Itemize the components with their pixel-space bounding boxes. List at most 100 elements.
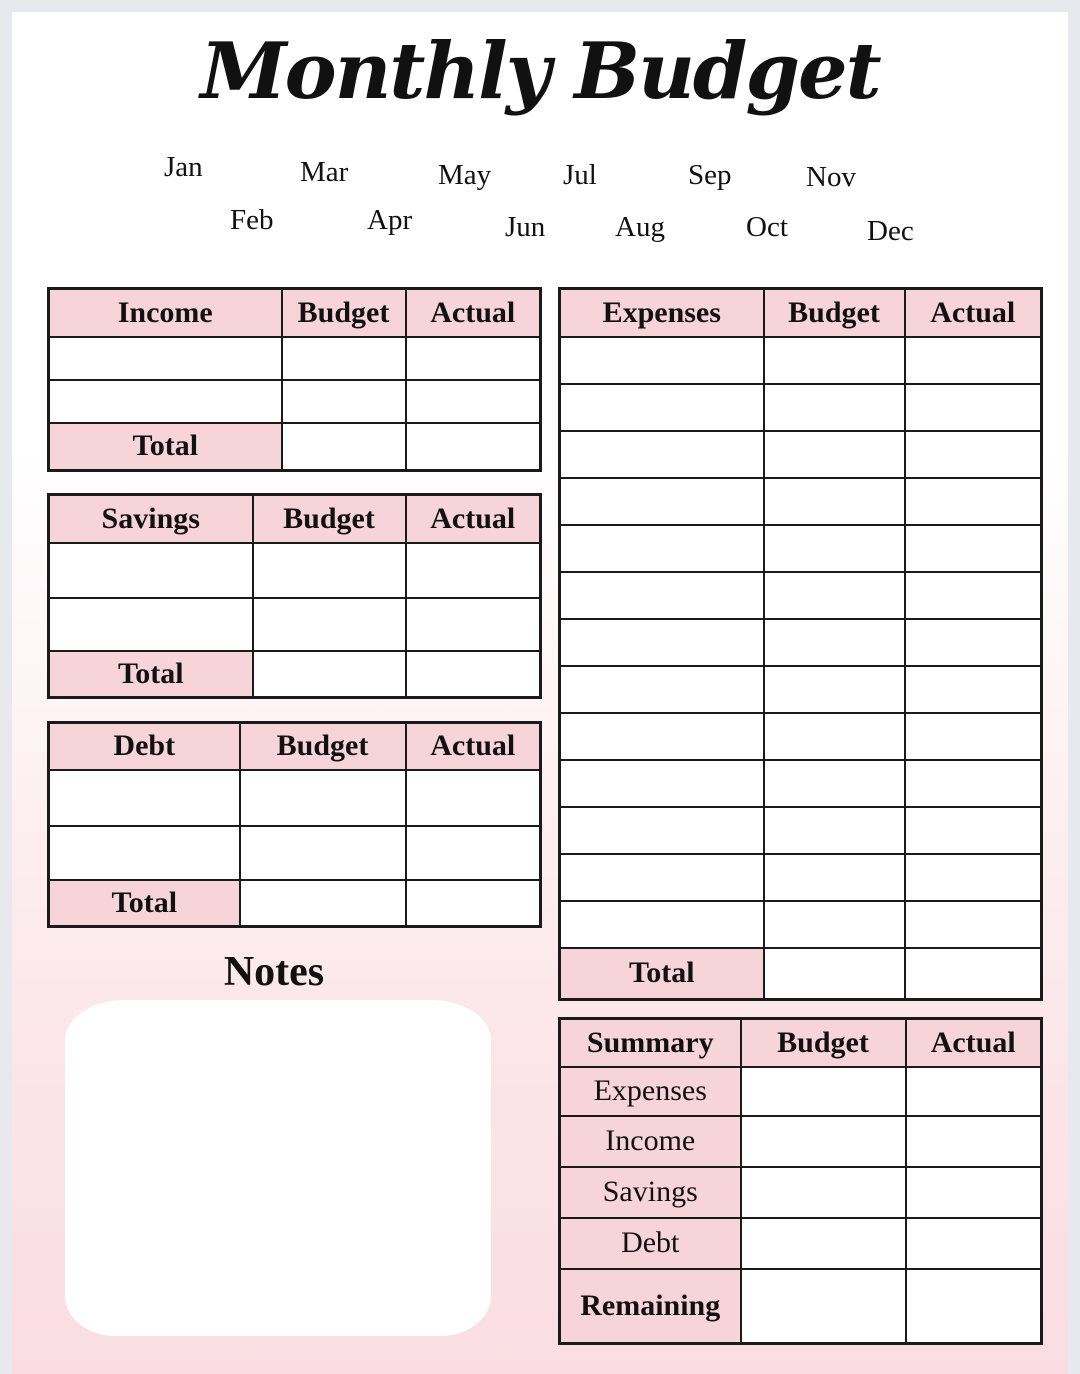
budget-cell[interactable] [762,758,906,808]
item-cell[interactable] [558,335,765,385]
column-header: Actual [404,287,542,338]
budget-cell[interactable] [739,1216,907,1270]
budget-cell[interactable] [762,664,906,714]
budget-cell[interactable] [739,1114,907,1168]
month-sep[interactable]: Sep [688,159,732,191]
budget-cell[interactable] [762,805,906,855]
income-header-row: Income Budget Actual [47,287,542,338]
actual-cell[interactable] [903,570,1043,620]
budget-cell[interactable] [280,378,407,424]
item-cell[interactable] [47,541,254,599]
actual-total-cell[interactable] [904,1267,1043,1345]
month-dec[interactable]: Dec [867,215,914,247]
budget-total-cell[interactable] [762,946,906,1001]
actual-cell[interactable] [404,335,542,381]
budget-cell[interactable] [762,852,906,902]
item-cell[interactable] [558,852,765,902]
actual-cell[interactable] [404,596,542,652]
budget-cell[interactable] [762,899,906,949]
budget-cell[interactable] [762,570,906,620]
budget-cell[interactable] [762,711,906,761]
month-may[interactable]: May [438,159,492,191]
budget-cell[interactable] [739,1165,907,1219]
budget-total-cell[interactable] [739,1267,907,1345]
item-cell[interactable] [558,570,765,620]
column-header: Actual [404,493,542,544]
budget-cell[interactable] [762,382,906,432]
column-header: Income [47,287,283,338]
actual-total-cell[interactable] [404,421,542,472]
total-label: Remaining [558,1267,742,1345]
actual-cell[interactable] [903,617,1043,667]
item-cell[interactable] [47,824,241,881]
actual-total-cell[interactable] [404,649,542,699]
month-nov[interactable]: Nov [806,161,856,193]
table-row [558,711,1043,761]
actual-cell[interactable] [404,824,542,881]
budget-total-cell[interactable] [280,421,407,472]
actual-cell[interactable] [903,711,1043,761]
debt-table: Debt Budget Actual Total [47,721,542,928]
item-cell[interactable] [47,378,283,424]
actual-total-cell[interactable] [404,878,542,928]
budget-cell[interactable] [762,335,906,385]
item-cell[interactable] [47,335,283,381]
budget-total-cell[interactable] [238,878,407,928]
month-oct[interactable]: Oct [746,211,788,243]
actual-cell[interactable] [904,1216,1043,1270]
month-jun[interactable]: Jun [505,211,546,243]
total-row: Total [47,421,542,472]
actual-cell[interactable] [404,768,542,827]
item-cell[interactable] [558,476,765,526]
budget-cell[interactable] [280,335,407,381]
item-cell[interactable] [47,768,241,827]
item-cell[interactable] [47,596,254,652]
actual-cell[interactable] [903,523,1043,573]
actual-cell[interactable] [404,541,542,599]
item-cell[interactable] [558,523,765,573]
table-row [558,429,1043,479]
actual-cell[interactable] [903,899,1043,949]
actual-cell[interactable] [903,429,1043,479]
month-jan[interactable]: Jan [164,151,203,183]
actual-total-cell[interactable] [903,946,1043,1001]
month-mar[interactable]: Mar [300,156,349,188]
item-cell[interactable] [558,711,765,761]
actual-cell[interactable] [903,758,1043,808]
item-cell[interactable] [558,664,765,714]
budget-cell[interactable] [251,541,407,599]
budget-total-cell[interactable] [251,649,407,699]
actual-cell[interactable] [903,335,1043,385]
month-apr[interactable]: Apr [367,204,413,236]
month-jul[interactable]: Jul [563,159,597,191]
budget-cell[interactable] [762,617,906,667]
budget-cell[interactable] [762,476,906,526]
actual-cell[interactable] [903,805,1043,855]
table-row [558,758,1043,808]
actual-cell[interactable] [903,852,1043,902]
item-cell[interactable] [558,617,765,667]
actual-cell[interactable] [904,1114,1043,1168]
actual-cell[interactable] [903,664,1043,714]
actual-cell[interactable] [404,378,542,424]
budget-cell[interactable] [238,768,407,827]
notes-area[interactable] [65,1000,491,1336]
budget-cell[interactable] [238,824,407,881]
actual-cell[interactable] [904,1065,1043,1117]
budget-cell[interactable] [739,1065,907,1117]
item-cell[interactable] [558,758,765,808]
actual-cell[interactable] [903,476,1043,526]
table-row [47,768,542,827]
item-cell[interactable] [558,899,765,949]
budget-cell[interactable] [762,523,906,573]
item-cell[interactable] [558,382,765,432]
actual-cell[interactable] [903,382,1043,432]
budget-cell[interactable] [251,596,407,652]
actual-cell[interactable] [904,1165,1043,1219]
column-header: Summary [558,1017,742,1068]
month-feb[interactable]: Feb [230,204,274,236]
item-cell[interactable] [558,805,765,855]
budget-cell[interactable] [762,429,906,479]
month-aug[interactable]: Aug [615,211,665,243]
item-cell[interactable] [558,429,765,479]
